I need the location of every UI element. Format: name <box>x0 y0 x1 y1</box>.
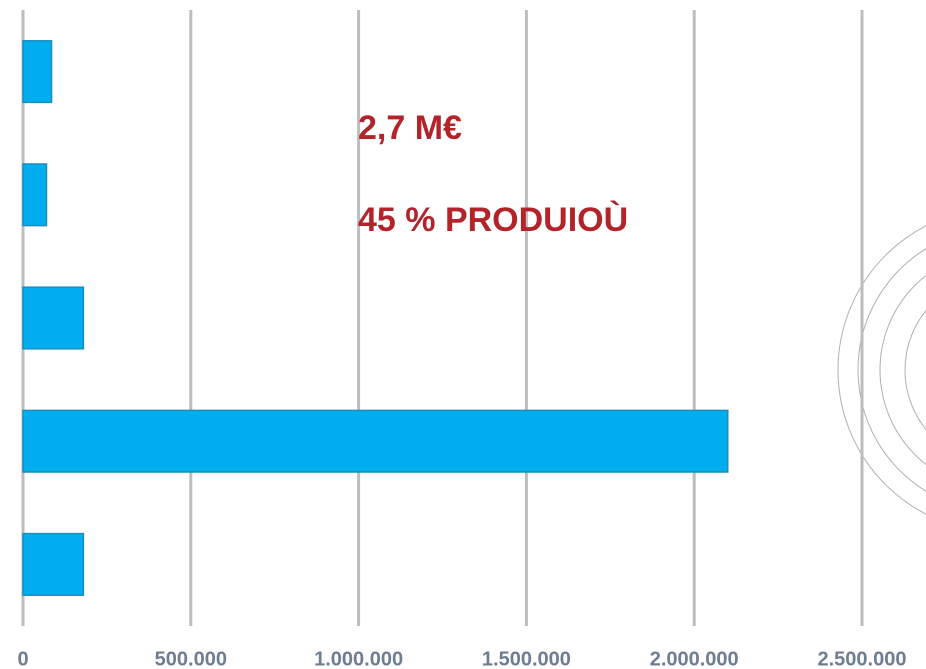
grid <box>21 10 864 626</box>
x-tick-label: 1.000.000 <box>314 648 403 669</box>
bars <box>22 40 729 596</box>
x-tick-label: 500.000 <box>155 648 227 669</box>
bar <box>22 163 48 227</box>
bar <box>22 409 729 473</box>
x-tick-label: 1.500.000 <box>482 648 571 669</box>
bar <box>22 532 85 596</box>
circle <box>904 309 926 431</box>
circle <box>879 274 926 466</box>
bar <box>22 286 85 350</box>
annotation: 2,7 M€ <box>358 109 462 147</box>
x-tick-label: 2.500.000 <box>818 648 907 669</box>
circle <box>857 248 926 492</box>
x-tick-label: 2.000.000 <box>650 648 739 669</box>
x-tick-label: 0 <box>17 648 28 669</box>
annotation: 45 % PRODUIOÙ <box>358 201 628 239</box>
decorative-circles <box>837 225 926 515</box>
circle <box>837 225 926 515</box>
bar <box>22 40 53 104</box>
